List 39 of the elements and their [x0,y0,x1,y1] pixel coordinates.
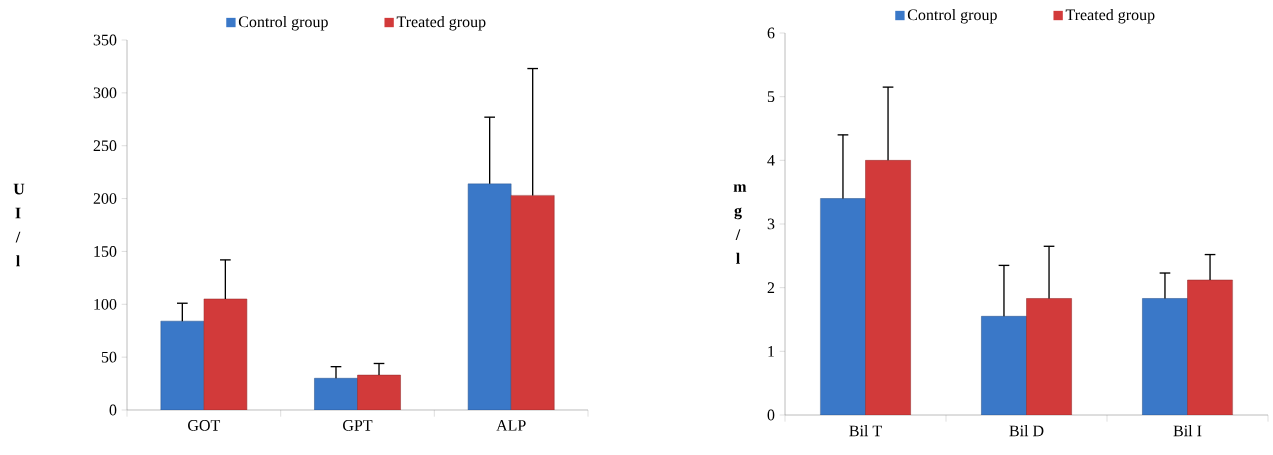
y-tick-label: 0 [109,404,117,416]
y-tick-label: 1 [768,346,775,357]
bar [510,195,555,410]
x-tick-label: Bil I [1173,425,1202,437]
y-axis-title: U I / l [13,183,25,267]
x-tick-label: Bil T [849,425,882,437]
bar [865,160,911,415]
bar [820,198,866,415]
bar [1142,298,1188,415]
x-tick-label: Bil D [1009,425,1044,437]
y-tick-label: 4 [767,155,775,166]
legend-label: Treated group [1065,8,1155,24]
legend-label: Control group [907,8,997,24]
y-tick-label: 350 [93,34,117,46]
bar [314,378,358,410]
y-tick-label: 100 [94,298,117,310]
x-tick-label: GPT [343,420,373,431]
x-tick-label: GOT [188,420,221,431]
x-tick-label: ALP [496,420,526,431]
legend-label: Control group [238,15,328,31]
y-tick-label: 0 [767,409,775,421]
y-tick-label: 5 [767,91,775,102]
bar [357,374,401,410]
bar [981,316,1027,415]
y-tick-label: 3 [767,218,775,230]
y-tick-label: 50 [101,351,117,363]
bar [1187,279,1233,415]
bar [467,183,512,410]
y-tick-label: 150 [94,246,117,257]
bar [160,320,205,410]
y-tick-label: 6 [767,27,775,39]
y-axis-title: m g / l [733,184,747,264]
y-tick-label: 2 [767,282,775,293]
bar [1026,298,1072,415]
y-tick-label: 250 [93,140,117,152]
y-tick-label: 200 [93,193,117,204]
y-tick-label: 300 [93,87,117,99]
bar [203,298,248,410]
legend-label: Treated group [396,15,486,31]
